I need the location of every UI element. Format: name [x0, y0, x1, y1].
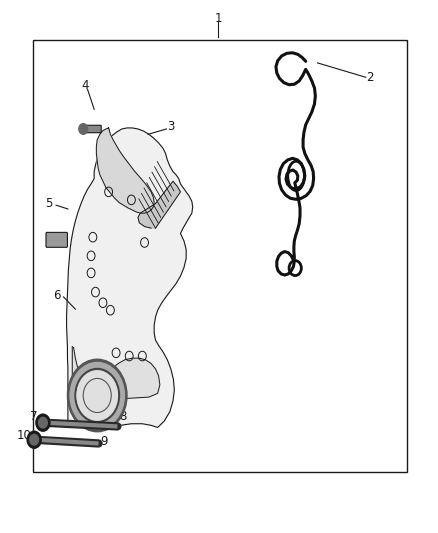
Circle shape — [36, 414, 50, 431]
Circle shape — [39, 417, 47, 428]
Text: 9: 9 — [100, 435, 108, 448]
FancyBboxPatch shape — [83, 125, 101, 133]
Circle shape — [30, 434, 39, 445]
FancyBboxPatch shape — [46, 232, 67, 247]
Text: 3: 3 — [167, 120, 174, 133]
Circle shape — [77, 371, 117, 420]
Bar — [33, 40, 407, 472]
Text: 10: 10 — [17, 430, 32, 442]
Text: 5: 5 — [46, 197, 53, 210]
Text: 7: 7 — [30, 410, 38, 423]
Circle shape — [27, 431, 41, 448]
Circle shape — [67, 359, 127, 432]
Polygon shape — [96, 128, 154, 213]
Text: 1: 1 — [214, 12, 222, 25]
Polygon shape — [72, 346, 160, 399]
Polygon shape — [138, 181, 180, 228]
Circle shape — [70, 362, 124, 429]
Text: 6: 6 — [53, 289, 61, 302]
Text: 8: 8 — [119, 410, 126, 423]
Text: 2: 2 — [366, 71, 374, 84]
Circle shape — [79, 124, 88, 134]
Text: 4: 4 — [81, 79, 89, 92]
Polygon shape — [67, 128, 193, 427]
